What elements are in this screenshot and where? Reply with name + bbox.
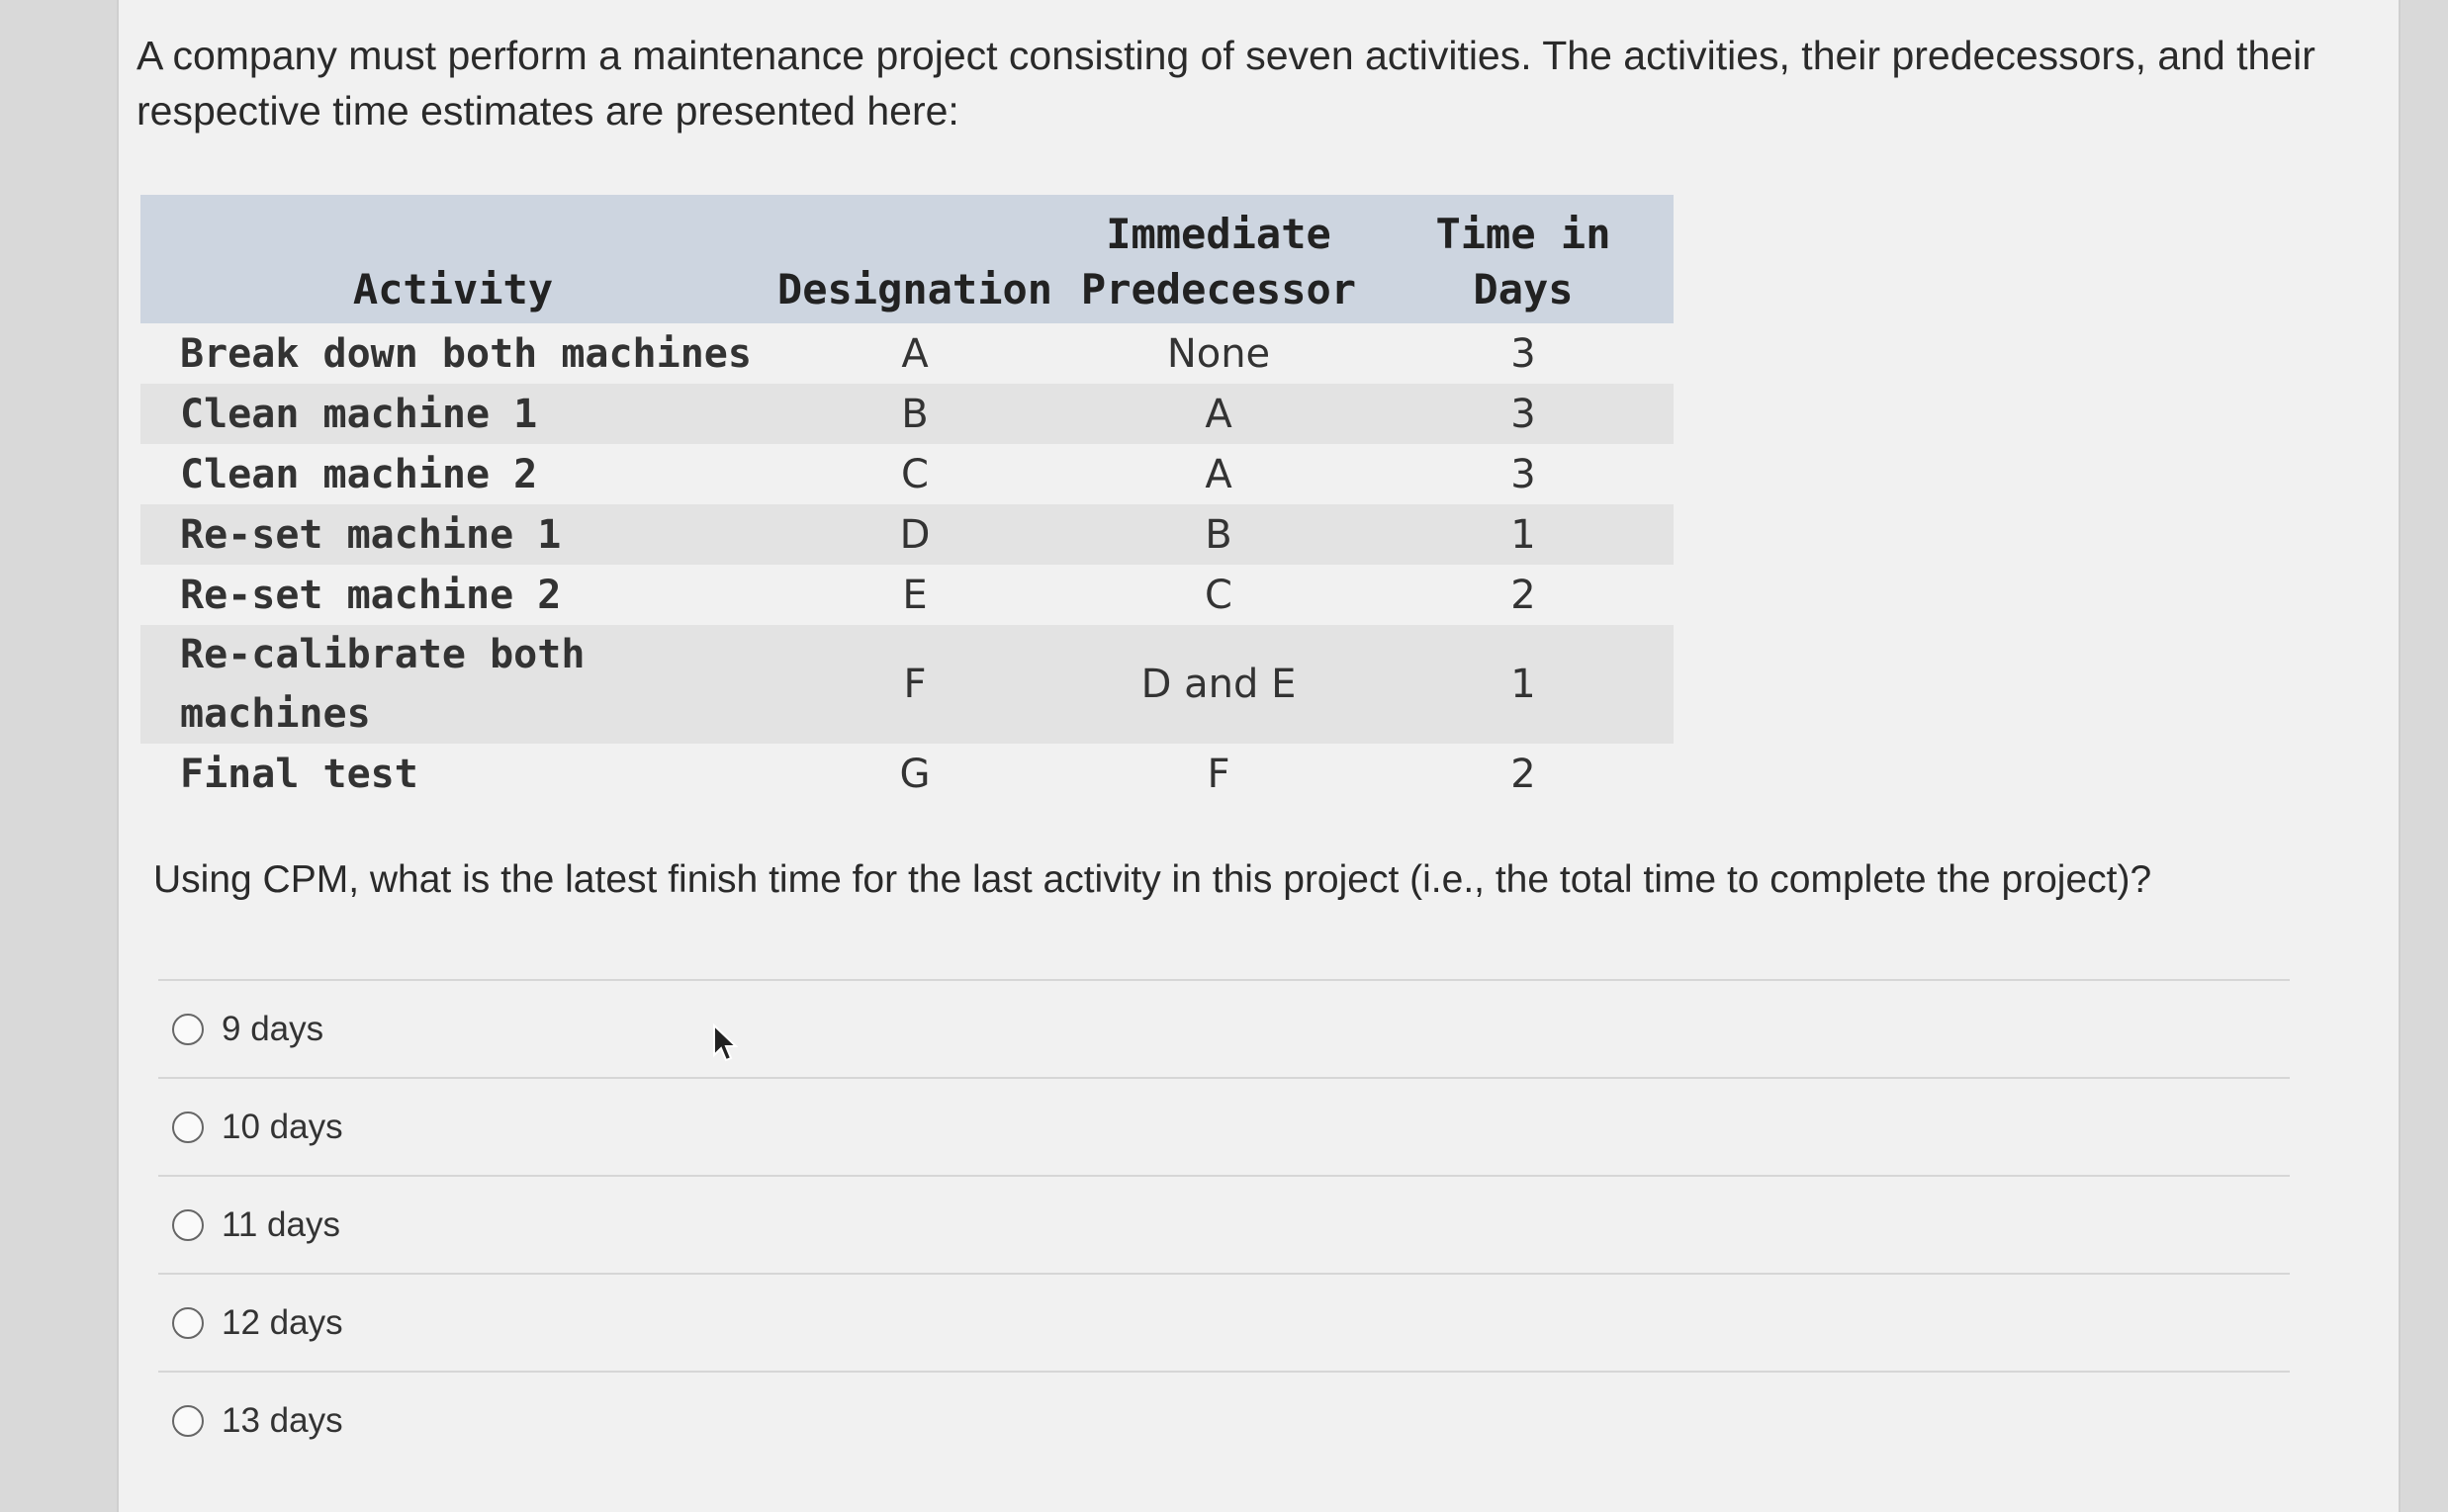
activity-cell: Re-set machine 2 xyxy=(180,572,562,618)
predecessor-cell: B xyxy=(1064,504,1373,565)
activity-table: Activity Designation Immediate Predecess… xyxy=(140,195,1674,804)
time-cell: 3 xyxy=(1510,330,1536,377)
mouse-cursor-icon xyxy=(713,1023,738,1062)
activity-cell: Final test xyxy=(180,751,418,797)
radio-button[interactable] xyxy=(172,1404,204,1437)
predecessor-cell: A xyxy=(1064,384,1373,444)
predecessor-cell: None xyxy=(1166,330,1271,377)
answer-options: 9 days 10 days 11 days 12 days 13 days xyxy=(158,979,2290,1468)
time-cell: 2 xyxy=(1510,751,1536,797)
activity-cell: Break down both machines xyxy=(180,330,752,377)
designation-cell: D xyxy=(766,504,1064,565)
radio-button[interactable] xyxy=(172,1111,204,1143)
option-label[interactable]: 10 days xyxy=(222,1107,343,1146)
activity-cell: Re-calibrate both machines xyxy=(140,625,766,744)
table-row: Clean machine 2 C A 3 xyxy=(140,444,1674,504)
designation-cell: E xyxy=(902,572,928,618)
table-row: Final test G F 2 xyxy=(140,744,1674,804)
radio-button[interactable] xyxy=(172,1013,204,1045)
time-cell: 1 xyxy=(1373,504,1674,565)
answer-option[interactable]: 9 days xyxy=(158,979,2290,1077)
table-header: Activity Designation Immediate Predecess… xyxy=(140,195,1674,323)
table-row: Break down both machines A None 3 xyxy=(140,323,1674,384)
header-designation: Designation xyxy=(766,195,1064,323)
radio-button[interactable] xyxy=(172,1208,204,1241)
question-intro: A company must perform a maintenance pro… xyxy=(136,33,2315,133)
header-activity: Activity xyxy=(140,195,766,323)
predecessor-cell: C xyxy=(1205,572,1232,618)
predecessor-cell: D and E xyxy=(1064,625,1373,744)
header-predecessor: Immediate Predecessor xyxy=(1064,195,1373,323)
radio-button[interactable] xyxy=(172,1306,204,1339)
time-cell: 3 xyxy=(1373,384,1674,444)
designation-cell: G xyxy=(899,751,931,797)
answer-option[interactable]: 10 days xyxy=(158,1077,2290,1175)
designation-cell: F xyxy=(766,625,1064,744)
answer-option[interactable]: 12 days xyxy=(158,1273,2290,1371)
header-time: Time in Days xyxy=(1373,195,1674,323)
answer-option[interactable]: 13 days xyxy=(158,1371,2290,1468)
question-text: Using CPM, what is the latest finish tim… xyxy=(153,858,2152,901)
activity-cell: Re-set machine 1 xyxy=(140,504,766,565)
activity-cell: Clean machine 2 xyxy=(180,451,538,497)
predecessor-cell: F xyxy=(1207,751,1230,797)
table-row: Re-set machine 2 E C 2 xyxy=(140,565,1674,625)
option-label[interactable]: 13 days xyxy=(222,1400,343,1440)
time-cell: 2 xyxy=(1510,572,1536,618)
option-label[interactable]: 9 days xyxy=(222,1009,324,1048)
designation-cell: A xyxy=(901,330,929,377)
time-cell: 1 xyxy=(1373,625,1674,744)
option-label[interactable]: 12 days xyxy=(222,1302,343,1342)
option-label[interactable]: 11 days xyxy=(222,1204,340,1244)
designation-cell: B xyxy=(766,384,1064,444)
designation-cell: C xyxy=(901,451,929,497)
time-cell: 3 xyxy=(1510,451,1536,497)
predecessor-cell: A xyxy=(1205,451,1232,497)
activity-cell: Clean machine 1 xyxy=(140,384,766,444)
answer-option[interactable]: 11 days xyxy=(158,1175,2290,1273)
